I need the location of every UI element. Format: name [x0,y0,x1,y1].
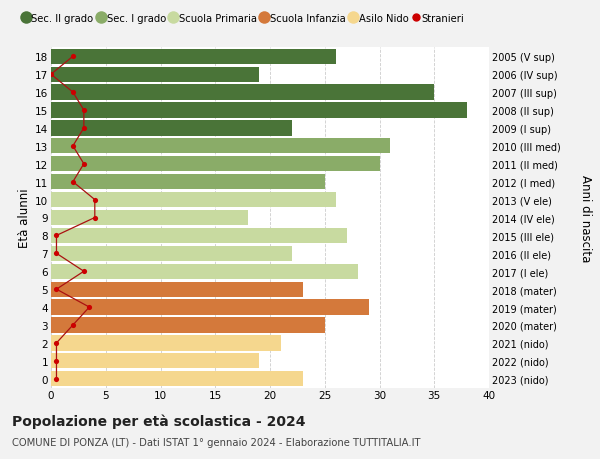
Bar [51,210,248,226]
Bar [51,157,380,172]
Bar [51,336,281,351]
Bar [51,300,368,315]
Y-axis label: Età alunni: Età alunni [18,188,31,248]
Point [79,161,89,168]
Bar [51,371,303,386]
Text: Popolazione per età scolastica - 2024: Popolazione per età scolastica - 2024 [12,414,305,429]
Bar [51,264,358,279]
Point [68,179,78,186]
Bar [51,67,259,83]
Point [90,214,100,222]
Point [52,358,61,365]
Bar [51,246,292,261]
Point [79,268,89,275]
Point [68,322,78,329]
Y-axis label: Anni di nascita: Anni di nascita [578,174,592,262]
Text: COMUNE DI PONZA (LT) - Dati ISTAT 1° gennaio 2024 - Elaborazione TUTTITALIA.IT: COMUNE DI PONZA (LT) - Dati ISTAT 1° gen… [12,437,421,447]
Bar [51,121,292,136]
Point [46,71,56,78]
Bar [51,318,325,333]
Bar [51,282,303,297]
Bar [51,139,391,154]
Point [90,196,100,204]
Point [68,89,78,96]
Bar [51,50,336,65]
Bar [51,175,325,190]
Bar [51,228,347,243]
Point [68,53,78,61]
Point [79,125,89,132]
Point [52,375,61,383]
Bar [51,353,259,369]
Point [52,286,61,293]
Bar [51,193,336,208]
Point [79,107,89,114]
Legend: Sec. II grado, Sec. I grado, Scuola Primaria, Scuola Infanzia, Asilo Nido, Stran: Sec. II grado, Sec. I grado, Scuola Prim… [23,14,464,24]
Bar [51,103,467,118]
Point [52,250,61,257]
Bar [51,85,434,101]
Point [52,232,61,240]
Point [68,143,78,150]
Point [85,304,94,311]
Point [52,340,61,347]
